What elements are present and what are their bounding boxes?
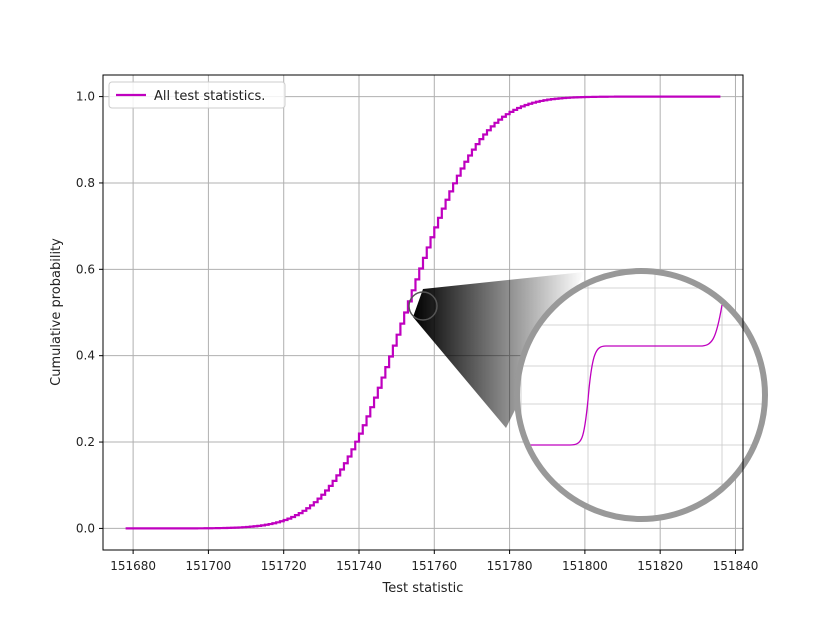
legend-label: All test statistics. [154,89,265,104]
y-axis-ticks: 0.0 0.2 0.4 0.6 0.8 1.0 [76,90,103,535]
y-tick-label-1: 0.2 [76,435,95,449]
y-axis-label: Cumulative probability [49,238,64,386]
x-tick-label-1: 151700 [186,559,232,573]
plot-frame [102,74,744,551]
x-axis-ticks: 151680 151700 151720 151740 151760 151780 1518… [110,550,758,573]
y-tick-label-3: 0.6 [76,262,95,276]
y-tick-label-0: 0.0 [76,521,95,535]
y-tick-label-5: 1.0 [76,90,95,104]
inset-step-line [517,304,723,446]
y-tick-label-2: 0.4 [76,349,95,363]
magnifier-focus-circle [408,291,438,321]
legend-box [108,81,286,109]
x-axis-label: Test statistic [382,581,464,596]
x-tick-label-6: 151800 [562,559,608,573]
x-tick-label-2: 151720 [261,559,307,573]
x-tick-label-7: 151820 [637,559,683,573]
magnifier-beam [413,272,584,428]
legend: All test statistics. [108,81,286,109]
x-tick-label-0: 151680 [110,559,156,573]
x-tick-label-4: 151760 [411,559,457,573]
x-tick-label-3: 151740 [336,559,382,573]
magnifier-inset [514,268,768,522]
x-tick-label-8: 151840 [713,559,759,573]
x-tick-label-5: 151780 [487,559,533,573]
y-tick-label-4: 0.8 [76,176,95,190]
series-line-all-test-statistics [125,95,721,530]
